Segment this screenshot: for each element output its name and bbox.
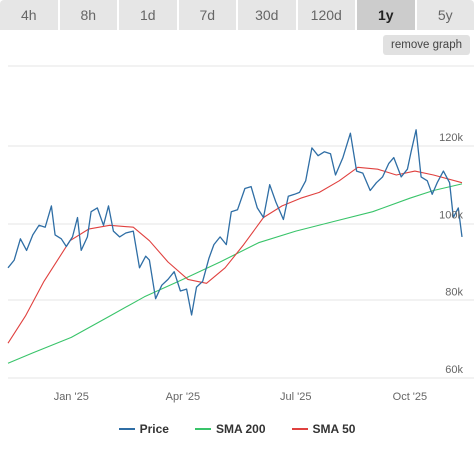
tab-1y[interactable]: 1y <box>357 0 415 30</box>
x-axis-labels: Jan '25 Apr '25 Jul '25 Oct '25 <box>54 391 427 403</box>
y-tick-label: 60k <box>445 364 463 376</box>
tab-5y[interactable]: 5y <box>416 0 474 30</box>
legend-item-price[interactable]: Price <box>118 420 169 438</box>
legend: Price SMA 200 SMA 50 <box>0 420 474 438</box>
tab-1d[interactable]: 1d <box>119 0 177 30</box>
tab-8h[interactable]: 8h <box>59 0 117 30</box>
tab-7d[interactable]: 7d <box>178 0 236 30</box>
price-chart: 60k 80k 100k 120k Jan '25 Apr '25 Jul '25 Oct … <box>7 65 474 403</box>
x-tick-label: Apr '25 <box>166 391 201 403</box>
tab-4h[interactable]: 4h <box>0 0 58 30</box>
y-tick-label: 120k <box>439 132 463 144</box>
grid <box>8 65 474 379</box>
sma200-line <box>7 183 463 364</box>
y-axis-labels: 60k 80k 100k 120k <box>439 132 463 376</box>
sma200-swatch <box>194 428 211 430</box>
tab-120d[interactable]: 120d <box>297 0 355 30</box>
y-tick-label: 80k <box>445 287 463 299</box>
x-tick-label: Oct '25 <box>393 391 428 403</box>
legend-label-sma200: SMA 200 <box>215 422 266 436</box>
x-tick-label: Jan '25 <box>54 391 89 403</box>
legend-label-sma50: SMA 50 <box>312 422 356 436</box>
legend-item-sma50[interactable]: SMA 50 <box>291 420 356 438</box>
legend-label-price: Price <box>139 422 169 436</box>
legend-item-sma200[interactable]: SMA 200 <box>194 420 266 438</box>
sma50-line <box>7 166 463 344</box>
price-swatch <box>118 428 135 430</box>
series-layer <box>7 129 463 364</box>
time-range-tabs: 4h 8h 1d 7d 30d 120d 1y 5y <box>0 0 474 30</box>
sma50-swatch <box>291 428 308 430</box>
y-tick-label: 100k <box>439 209 463 221</box>
remove-graph-button[interactable]: remove graph <box>383 35 470 55</box>
price-line <box>7 129 463 316</box>
x-tick-label: Jul '25 <box>280 391 311 403</box>
tab-30d[interactable]: 30d <box>238 0 296 30</box>
